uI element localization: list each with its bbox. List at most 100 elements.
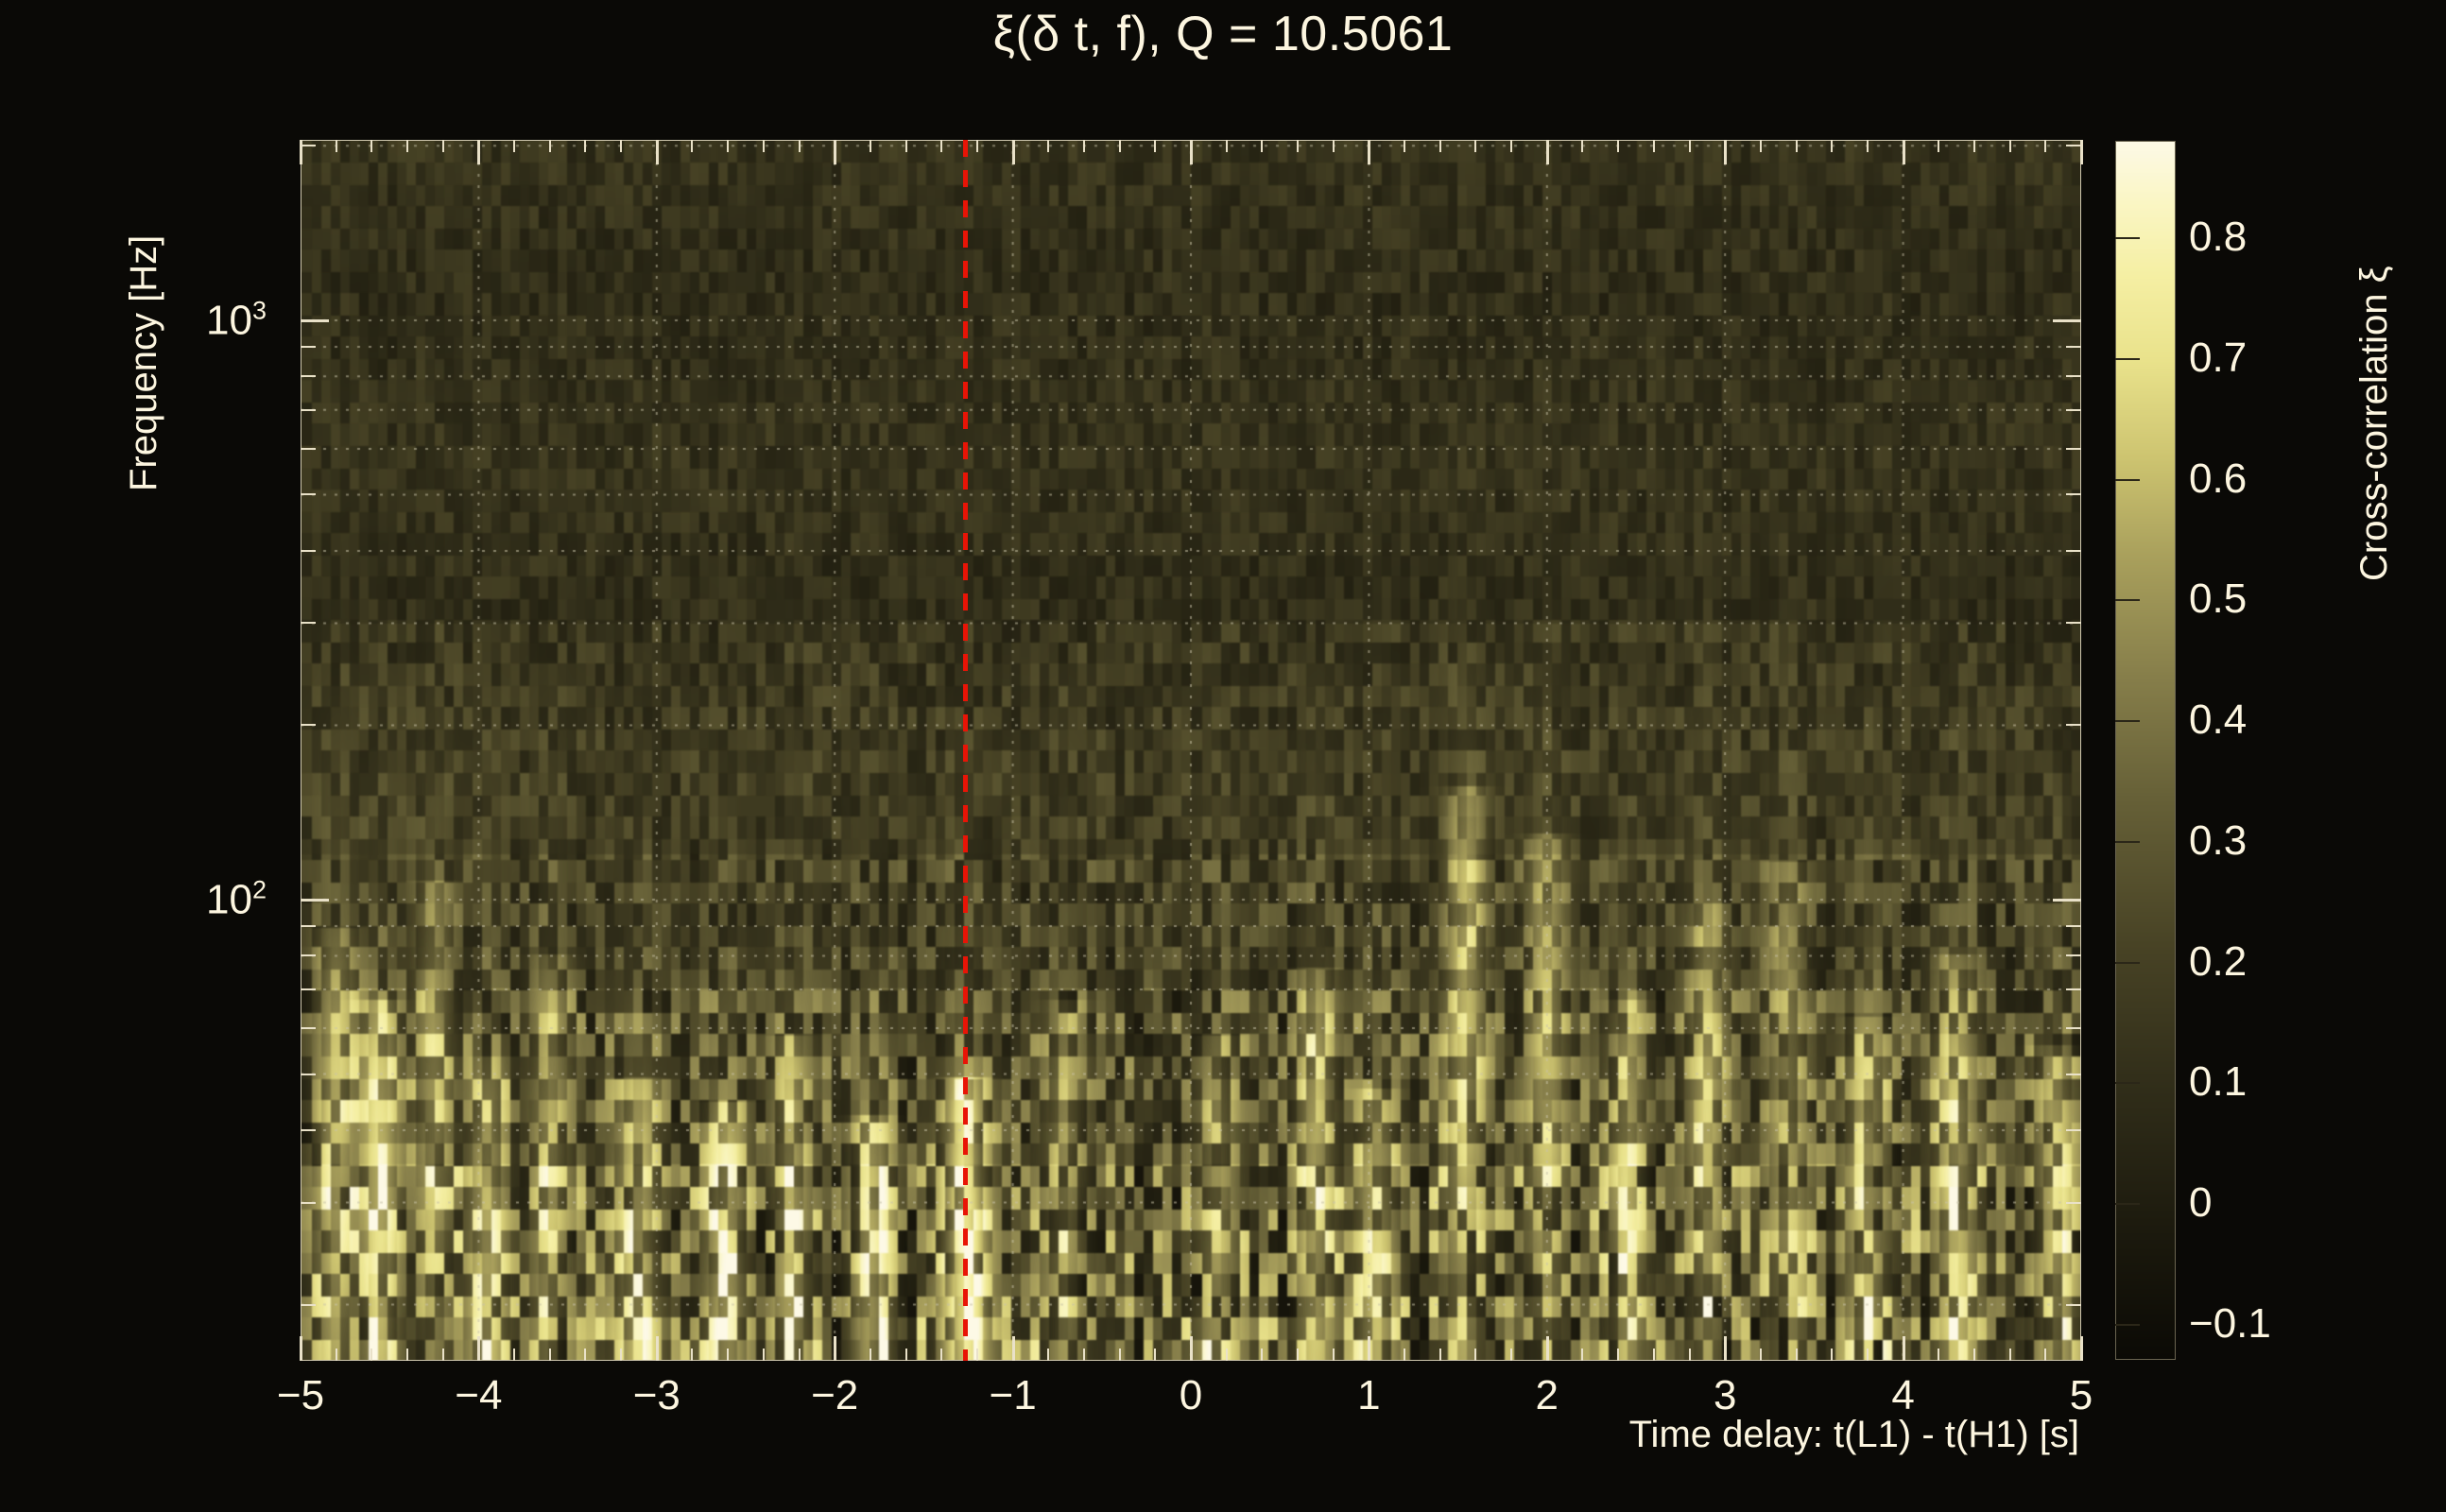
axis-tick <box>2008 1349 2011 1361</box>
axis-tick <box>2080 1336 2083 1361</box>
axis-tick <box>2066 1073 2081 1075</box>
axis-tick <box>1474 140 1477 152</box>
axis-tick <box>2066 549 2081 552</box>
x-tick-label: 2 <box>1535 1372 1559 1418</box>
axis-tick <box>1082 1349 1085 1361</box>
y-tick-mantissa: 10 <box>206 297 252 344</box>
colorbar-gradient <box>2116 142 2175 1359</box>
axis-tick <box>301 988 316 990</box>
axis-tick <box>2066 925 2081 928</box>
axis-tick <box>441 1349 444 1361</box>
x-tick-label: 4 <box>1891 1372 1915 1418</box>
colorbar-tick <box>2115 237 2140 240</box>
axis-tick <box>940 140 943 152</box>
colorbar-tick-label: 0.7 <box>2189 334 2248 381</box>
axis-tick <box>1225 140 1228 152</box>
axis-tick <box>2066 1201 2081 1204</box>
axis-tick <box>2080 140 2083 164</box>
x-tick-label: −2 <box>811 1372 859 1418</box>
axis-tick <box>1581 140 1584 152</box>
axis-tick <box>1154 1349 1157 1361</box>
axis-tick <box>975 140 978 152</box>
axis-tick <box>335 140 337 152</box>
axis-tick <box>301 318 329 322</box>
axis-tick <box>301 954 316 957</box>
axis-tick <box>1759 1349 1762 1361</box>
axis-tick <box>1047 1349 1050 1361</box>
axis-tick <box>940 1349 943 1361</box>
axis-tick <box>1688 140 1691 152</box>
axis-tick <box>301 408 316 411</box>
axis-tick <box>1652 1349 1655 1361</box>
axis-tick <box>904 1349 907 1361</box>
axis-tick <box>1297 140 1300 152</box>
axis-tick <box>620 140 623 152</box>
axis-tick <box>513 140 516 152</box>
axis-tick <box>301 925 316 928</box>
axis-tick <box>2053 318 2081 322</box>
axis-tick <box>2066 345 2081 348</box>
axis-tick <box>2066 1129 2081 1131</box>
axis-tick <box>1652 140 1655 152</box>
page-title: ξ(δ t, f), Q = 10.5061 <box>992 7 1454 61</box>
axis-tick <box>762 1349 765 1361</box>
axis-tick <box>655 1336 659 1361</box>
axis-tick <box>1011 140 1015 164</box>
axis-tick <box>1332 1349 1335 1361</box>
axis-tick <box>2066 954 2081 957</box>
y-axis-title: Frequency [Hz] <box>123 234 164 491</box>
x-tick-label: 3 <box>1713 1372 1737 1418</box>
x-tick-label: −1 <box>989 1372 1037 1418</box>
colorbar-tick <box>2115 599 2140 602</box>
axis-tick <box>691 1349 694 1361</box>
colorbar-tick-label: 0 <box>2189 1178 2213 1226</box>
axis-tick <box>406 1349 409 1361</box>
axis-tick <box>1795 140 1798 152</box>
axis-tick <box>1938 140 1940 152</box>
axis-tick <box>1368 140 1371 164</box>
axis-tick <box>584 1349 587 1361</box>
axis-tick <box>1831 1349 1834 1361</box>
axis-tick <box>1154 140 1157 152</box>
y-tick-exponent: 3 <box>251 296 267 325</box>
y-tick-mantissa: 10 <box>206 876 252 923</box>
axis-tick <box>513 1349 516 1361</box>
axis-tick <box>1688 1349 1691 1361</box>
axis-tick <box>1617 1349 1620 1361</box>
axis-tick <box>2066 493 2081 496</box>
axis-tick <box>1545 1336 1549 1361</box>
axis-tick <box>301 1201 316 1204</box>
axis-tick <box>301 145 316 147</box>
axis-tick <box>301 375 316 378</box>
axis-tick <box>548 1349 551 1361</box>
axis-tick <box>762 140 765 152</box>
colorbar-tick <box>2115 961 2140 964</box>
axis-tick <box>869 1349 871 1361</box>
colorbar-tick <box>2115 720 2140 723</box>
axis-tick <box>441 140 444 152</box>
axis-tick <box>301 447 316 450</box>
colorbar-tick-label: 0.3 <box>2189 816 2248 864</box>
heatmap-plot-area <box>301 140 2081 1361</box>
colorbar-tick-label: 0.6 <box>2189 455 2248 502</box>
axis-tick <box>727 1349 730 1361</box>
axis-tick <box>1510 140 1513 152</box>
axis-tick <box>1795 1349 1798 1361</box>
x-tick-label: −5 <box>276 1372 325 1418</box>
axis-tick <box>1332 140 1335 152</box>
axis-tick <box>798 1349 801 1361</box>
axis-tick <box>620 1349 623 1361</box>
axis-tick <box>1082 140 1085 152</box>
colorbar-tick-label: −0.1 <box>2189 1299 2271 1347</box>
colorbar-tick <box>2115 357 2140 360</box>
axis-tick <box>1831 140 1834 152</box>
axis-tick <box>1225 1349 1228 1361</box>
axis-tick <box>1724 140 1728 164</box>
x-tick-label: 0 <box>1179 1372 1203 1418</box>
axis-tick <box>655 140 659 164</box>
axis-tick <box>301 622 316 625</box>
axis-tick <box>301 1303 316 1306</box>
axis-tick <box>691 140 694 152</box>
axis-tick <box>406 140 409 152</box>
